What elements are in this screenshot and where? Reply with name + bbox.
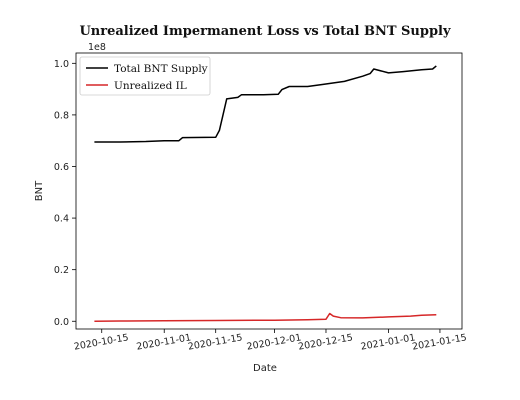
- series-lines: [94, 65, 437, 323]
- y-axis-label: BNT: [34, 180, 45, 201]
- x-tick-label: 2020-10-15: [73, 332, 129, 352]
- series-line-total-bnt-supply: [94, 65, 437, 143]
- y-tick-label: 0.8: [54, 110, 69, 121]
- legend: Total BNT Supply Unrealized IL: [79, 56, 211, 96]
- x-tick-label: 2021-01-01: [360, 332, 416, 352]
- series-line-unrealized-il: [94, 312, 437, 323]
- y-tick-label: 0.0: [54, 317, 69, 328]
- x-tick-label: 2021-01-15: [411, 332, 467, 352]
- chart-title: Unrealized Impermanent Loss vs Total BNT…: [79, 24, 451, 39]
- legend-label-unrealized-il: Unrealized IL: [114, 80, 187, 92]
- legend-box: [79, 56, 211, 96]
- x-tick-label: 2020-12-15: [297, 332, 353, 352]
- y-tick-label: 0.4: [54, 214, 69, 225]
- legend-label-total-bnt-supply: Total BNT Supply: [114, 63, 208, 75]
- x-tick-label: 2020-12-01: [246, 332, 302, 352]
- y-offset-label: 1e8: [88, 42, 106, 53]
- y-tick-label: 0.6: [54, 162, 69, 173]
- x-tick-label: 2020-11-01: [136, 332, 192, 352]
- y-tick-label: 0.2: [54, 265, 69, 276]
- x-axis-label: Date: [253, 363, 277, 374]
- y-axis: 0.0 0.2 0.4 0.6 0.8 1.0: [54, 59, 76, 328]
- y-tick-label: 1.0: [54, 59, 69, 70]
- x-tick-label: 2020-11-15: [187, 332, 243, 352]
- plot-area: [75, 52, 463, 330]
